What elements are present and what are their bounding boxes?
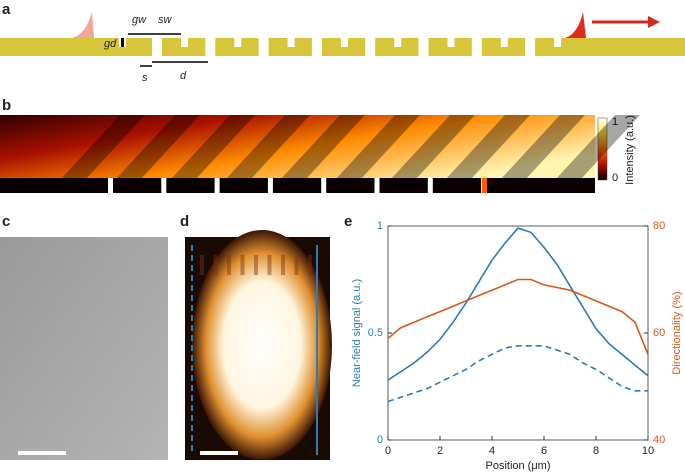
gap (418, 38, 429, 56)
y2-tick-label: 40 (653, 434, 665, 446)
x-tick-label: 2 (437, 445, 443, 457)
y2-tick-label: 60 (653, 327, 665, 339)
y2-tick-label: 80 (653, 220, 665, 232)
fringe (240, 255, 245, 275)
fringe (254, 255, 258, 275)
dimension-label: sw (158, 14, 173, 26)
series-line (387, 227, 649, 381)
series-line (387, 278, 649, 355)
scale-bar (18, 451, 66, 455)
notch (447, 38, 455, 47)
y2-axis-label: Directionality (%) (671, 291, 683, 374)
series-line (387, 345, 648, 403)
slit (427, 178, 433, 193)
x-axis-label: Position (μm) (485, 460, 550, 472)
field-beam (445, 115, 530, 180)
slit (108, 178, 113, 193)
fringe (227, 255, 231, 275)
notch (500, 38, 508, 47)
notch (394, 38, 402, 47)
x-tick-label: 4 (489, 445, 495, 457)
panel-letter: e (344, 213, 352, 230)
colorbar-label: Intensity (a.u.) (624, 115, 636, 185)
gap (365, 38, 376, 56)
panel-letter: a (2, 1, 11, 18)
y-tick-label: 0.5 (368, 327, 383, 339)
field-beam (335, 115, 420, 180)
slit (214, 178, 220, 193)
arrow-head (648, 16, 660, 28)
notch (287, 38, 295, 47)
field-beam (390, 115, 475, 180)
output-glow (565, 12, 586, 38)
dimension-bar (121, 38, 124, 47)
field-beam (555, 115, 640, 180)
panel-letter: c (2, 213, 10, 230)
x-tick-label: 10 (642, 445, 654, 457)
near-field-image (185, 230, 332, 460)
fringe (267, 255, 272, 275)
field-map: 1 0 Intensity (a.u.) (0, 115, 640, 193)
gap (152, 38, 162, 56)
notch (234, 38, 242, 47)
colorbar-tick: 1 (612, 116, 618, 128)
gap (258, 38, 269, 56)
dimension-label: gw (132, 14, 147, 26)
dimension-label: s (142, 72, 148, 84)
field-beam (170, 115, 255, 180)
gap (205, 38, 216, 56)
slit (482, 178, 487, 193)
grating-profile (0, 178, 595, 193)
fringe (308, 255, 312, 275)
gap (471, 38, 482, 56)
fringe (200, 255, 204, 275)
sem-image (0, 237, 168, 460)
y-axis-label: Near-field signal (a.u.) (351, 279, 363, 387)
y-tick-label: 0 (377, 434, 383, 446)
colorbar-tick: 0 (612, 172, 618, 184)
dimension-label: d (180, 70, 187, 82)
plot-frame (387, 225, 649, 441)
dimension-label: gd (104, 38, 117, 50)
field-beam (500, 115, 585, 180)
slit (321, 178, 327, 193)
fringe (213, 255, 218, 275)
panel-letter: b (2, 97, 11, 114)
gap (525, 38, 536, 56)
notch (554, 38, 562, 47)
panel-letter: d (180, 213, 189, 230)
x-tick-label: 8 (593, 445, 599, 457)
field-beam (60, 115, 145, 180)
notch (181, 38, 188, 47)
slit (161, 178, 167, 193)
source-glow (72, 12, 94, 38)
slit (374, 178, 380, 193)
colorbar (597, 117, 608, 181)
fringe (294, 255, 299, 275)
notch (340, 38, 348, 47)
field-beam (225, 115, 310, 180)
field-beam (115, 115, 200, 180)
scale-bar (200, 451, 238, 455)
intensity-map (0, 115, 595, 180)
gap (311, 38, 322, 56)
field-beam (280, 115, 365, 180)
x-tick-label: 0 (385, 445, 391, 457)
y-tick-label: 1 (377, 220, 383, 232)
fringe (281, 255, 285, 275)
schematic: gw sw gd s d (0, 12, 685, 84)
x-tick-label: 6 (541, 445, 547, 457)
near-field-spot (192, 230, 332, 460)
sem-background (0, 237, 168, 460)
slit (267, 178, 273, 193)
